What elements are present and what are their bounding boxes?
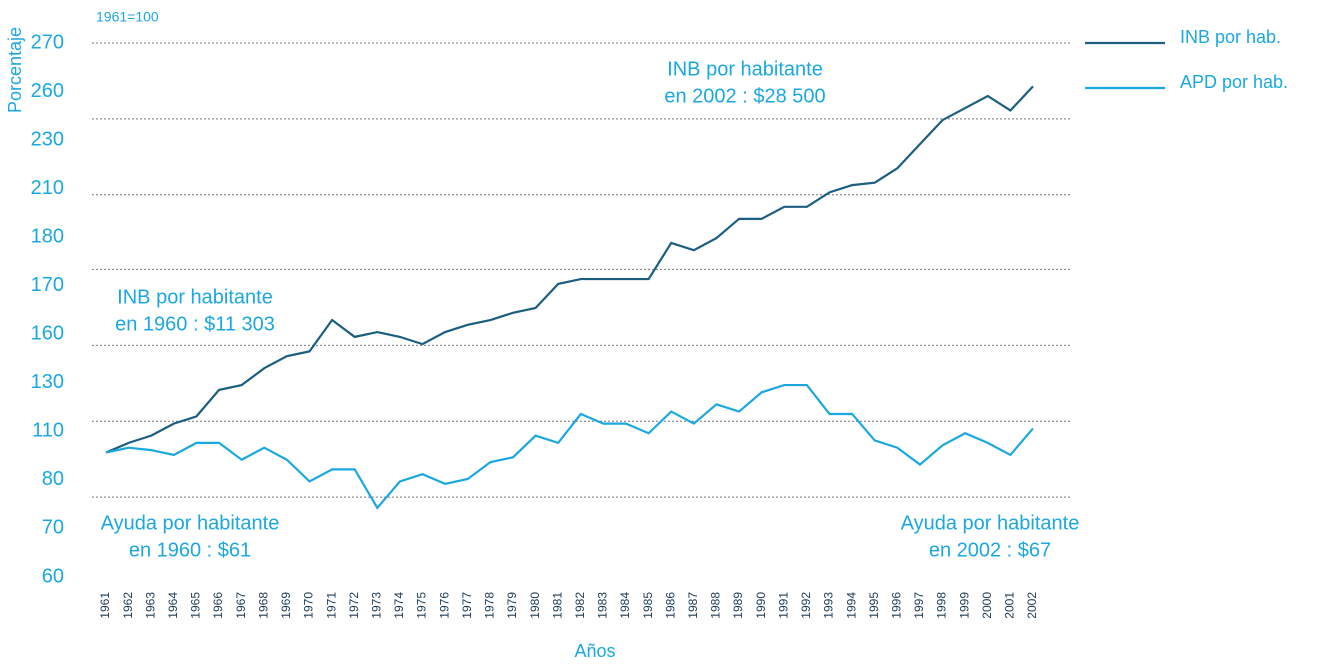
x-tick-label: 1963	[143, 592, 157, 619]
x-tick-label: 1969	[279, 592, 293, 619]
x-tick-label: 1986	[663, 592, 677, 619]
x-tick-label: 1987	[686, 592, 700, 619]
annotation: en 1960 : $11 303	[115, 313, 275, 335]
x-tick-label: 1974	[392, 592, 406, 619]
x-tick-label: 1975	[415, 592, 429, 619]
annotation: en 2002 : $67	[929, 539, 1051, 561]
index-note: 1961=100	[96, 9, 159, 25]
x-tick-label: 1995	[867, 592, 881, 619]
x-tick-label: 1989	[731, 592, 745, 619]
y-tick-label: 160	[31, 323, 64, 345]
x-tick-label: 1961	[98, 592, 112, 619]
x-tick-label: 1994	[844, 592, 858, 619]
x-tick-label: 1993	[822, 592, 836, 619]
line-series	[105, 383, 1034, 510]
x-tick-label: 1981	[550, 592, 564, 619]
x-tick-label: 1972	[347, 592, 361, 619]
x-tick-label: 1973	[369, 592, 383, 619]
x-tick-label: 1984	[618, 592, 632, 619]
x-tick-label: 1964	[166, 592, 180, 619]
x-tick-label: 1992	[799, 592, 813, 619]
annotation: INB por habitante	[667, 58, 823, 80]
y-axis-label: Porcentaje	[5, 27, 25, 113]
x-tick-label: 1996	[890, 592, 904, 619]
x-tick-label: 1997	[912, 592, 926, 619]
y-tick-label: 170	[31, 274, 64, 296]
y-tick-label: 180	[31, 225, 64, 247]
x-tick-label: 1990	[754, 592, 768, 619]
annotation: Ayuda por habitante	[901, 512, 1080, 534]
x-tick-label: 1985	[641, 592, 655, 619]
y-tick-label: 270	[31, 31, 64, 53]
y-tick-label: 60	[42, 565, 64, 587]
x-tick-label: 1982	[573, 592, 587, 619]
x-tick-label: 2000	[980, 592, 994, 619]
annotation: Ayuda por habitante	[101, 512, 280, 534]
y-tick-label: 110	[32, 420, 64, 442]
x-tick-label: 1967	[234, 592, 248, 619]
x-tick-label: 1977	[460, 592, 474, 619]
x-tick-label: 1971	[324, 592, 338, 619]
x-tick-label: 1978	[483, 592, 497, 619]
x-tick-label: 1991	[776, 592, 790, 619]
x-tick-label: 1983	[596, 592, 610, 619]
x-tick-label: 1970	[302, 592, 316, 619]
line-series	[105, 85, 1034, 454]
x-tick-label: 1998	[935, 592, 949, 619]
x-tick-label: 1980	[528, 592, 542, 619]
annotation: en 1960 : $61	[129, 539, 251, 561]
legend-label: APD por hab.	[1180, 72, 1288, 92]
x-tick-label: 1966	[211, 592, 225, 619]
x-tick-label: 1962	[121, 592, 135, 619]
x-tick-label: 1965	[189, 592, 203, 619]
annotation: en 2002 : $28 500	[664, 85, 825, 107]
x-tick-label: 1979	[505, 592, 519, 619]
x-tick-label: 1976	[437, 592, 451, 619]
y-tick-label: 230	[31, 128, 64, 150]
y-tick-label: 210	[31, 177, 64, 199]
x-tick-label: 2001	[1003, 592, 1017, 619]
y-tick-label: 260	[31, 80, 64, 102]
y-tick-label: 130	[31, 371, 64, 393]
x-axis-label: Años	[574, 641, 615, 661]
x-tick-label: 1968	[256, 592, 270, 619]
y-tick-label: 80	[42, 468, 64, 490]
legend-label: INB por hab.	[1180, 27, 1281, 47]
x-tick-label: 2002	[1025, 592, 1039, 619]
y-tick-label: 70	[42, 517, 64, 539]
x-tick-label: 1988	[709, 592, 723, 619]
annotation: INB por habitante	[117, 286, 273, 308]
x-tick-label: 1999	[957, 592, 971, 619]
